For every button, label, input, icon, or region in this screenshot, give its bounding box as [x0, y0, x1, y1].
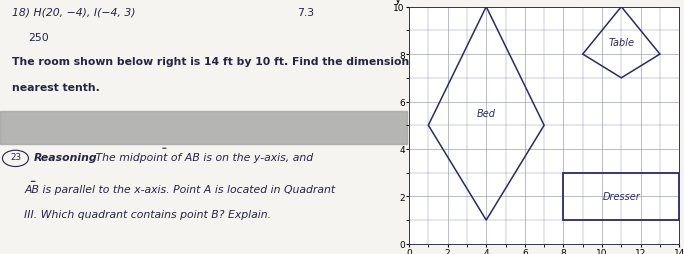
Text: Reasoning: Reasoning: [34, 152, 97, 163]
Text: Dresser: Dresser: [603, 192, 640, 202]
Text: 23: 23: [10, 152, 21, 162]
Text: 250: 250: [29, 33, 49, 43]
Text: nearest tenth.: nearest tenth.: [12, 83, 100, 92]
Text: The midpoint of AB is on the y‑axis, and: The midpoint of AB is on the y‑axis, and: [92, 152, 313, 163]
Text: 7.3: 7.3: [297, 8, 314, 18]
Text: The room shown below right is 14 ft by 10 ft. Find the dimensions of each piece : The room shown below right is 14 ft by 1…: [12, 57, 616, 67]
Text: Table: Table: [608, 38, 634, 48]
Text: AB is parallel to the x‑axis. Point A is located in Quadrant: AB is parallel to the x‑axis. Point A is…: [25, 184, 336, 194]
Bar: [0, 112, 407, 145]
Y-axis label: y: y: [395, 0, 402, 5]
Text: III. Which quadrant contains point B? Explain.: III. Which quadrant contains point B? Ex…: [25, 210, 272, 219]
Bar: [564, 173, 679, 220]
Text: Bed: Bed: [477, 109, 496, 119]
Text: 18) H(20, −4), I(−4, 3): 18) H(20, −4), I(−4, 3): [12, 8, 135, 18]
